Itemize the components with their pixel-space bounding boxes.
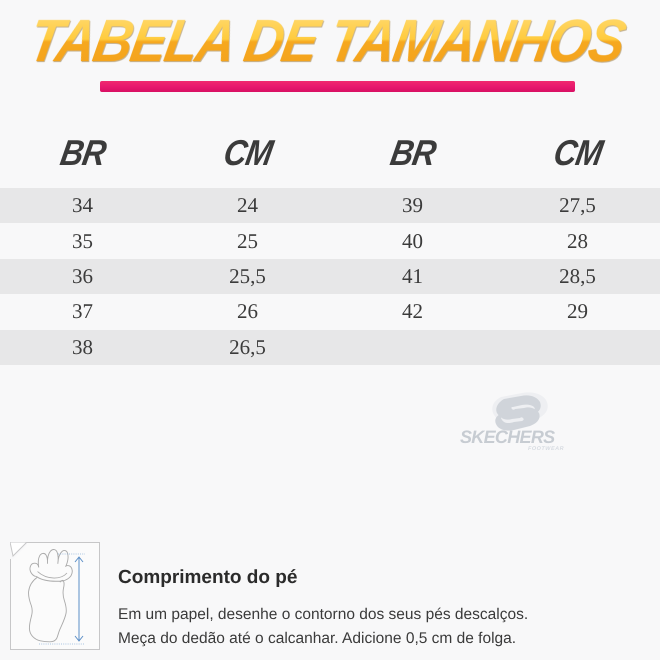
svg-text:FOOTWEAR: FOOTWEAR	[528, 446, 564, 452]
svg-text:SKECHERS: SKECHERS	[460, 427, 555, 447]
